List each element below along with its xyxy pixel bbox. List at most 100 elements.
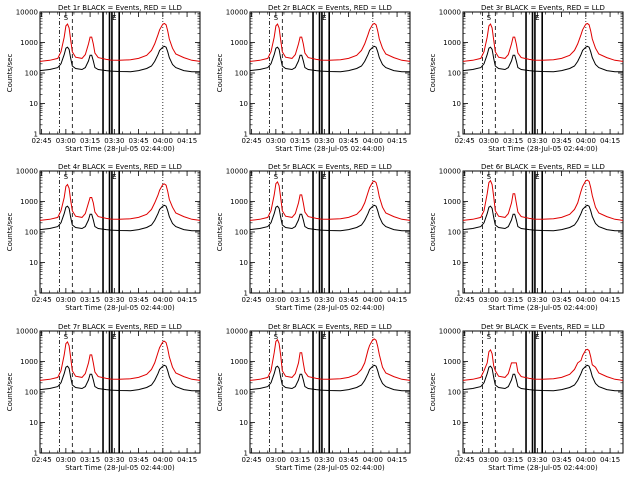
x-tick-label: 02:45 <box>32 137 52 145</box>
y-tick-label: 10000 <box>439 328 461 336</box>
saa-start-marker: S <box>64 333 69 341</box>
x-tick-label: 03:00 <box>56 456 76 464</box>
x-tick-label: 03:45 <box>338 296 358 304</box>
x-tick-label: 03:45 <box>128 456 148 464</box>
x-tick-label: 04:15 <box>387 137 407 145</box>
y-tick-label: 1000 <box>20 39 38 47</box>
y-axis-label: Counts/sec <box>429 213 437 252</box>
x-tick-label: 03:45 <box>338 137 358 145</box>
y-tick-label: 100 <box>235 229 248 237</box>
panel-title: Det 2r BLACK = Events, RED = LLD <box>268 4 392 12</box>
x-tick-label: 02:45 <box>455 456 475 464</box>
x-axis-label: Start Time (28-Jul-05 02:44:00) <box>275 304 385 312</box>
y-tick-label: 1 <box>244 450 248 458</box>
y-tick-label: 1 <box>34 290 38 298</box>
x-axis-label: Start Time (28-Jul-05 02:44:00) <box>488 304 598 312</box>
x-tick-label: 02:45 <box>32 456 52 464</box>
x-tick-label: 04:15 <box>600 137 620 145</box>
y-tick-label: 10000 <box>226 9 248 17</box>
lld-series-line <box>249 338 411 381</box>
y-axis-label: Counts/sec <box>216 213 224 252</box>
x-tick-label: 04:00 <box>153 296 173 304</box>
panel-title: Det 3r BLACK = Events, RED = LLD <box>481 4 605 12</box>
y-axis-label: Counts/sec <box>216 54 224 93</box>
panel-title: Det 1r BLACK = Events, RED = LLD <box>58 4 182 12</box>
y-tick-label: 1000 <box>443 39 461 47</box>
x-tick-label: 02:45 <box>242 296 262 304</box>
x-tick-label: 04:00 <box>363 296 383 304</box>
x-axis-label: Start Time (28-Jul-05 02:44:00) <box>488 464 598 472</box>
y-tick-label: 100 <box>235 389 248 397</box>
x-tick-label: 03:45 <box>128 296 148 304</box>
x-axis-label: Start Time (28-Jul-05 02:44:00) <box>488 145 598 153</box>
saa-start-marker: S <box>487 173 492 181</box>
y-tick-label: 1000 <box>20 198 38 206</box>
x-tick-label: 03:00 <box>266 296 286 304</box>
x-tick-label: 04:00 <box>363 137 383 145</box>
lld-series-line <box>39 22 201 62</box>
y-tick-label: 1000 <box>230 39 248 47</box>
y-tick-label: 10000 <box>226 168 248 176</box>
x-tick-label: 04:00 <box>576 137 596 145</box>
y-tick-label: 10 <box>239 259 248 267</box>
x-tick-label: 03:30 <box>527 456 547 464</box>
y-tick-label: 100 <box>25 389 38 397</box>
x-tick-label: 03:15 <box>503 137 523 145</box>
panel-title: Det 8r BLACK = Events, RED = LLD <box>268 323 392 331</box>
panel-5: Det 5r BLACK = Events, RED = LLD 1 10 100 10… <box>216 163 411 312</box>
x-tick-label: 04:00 <box>153 137 173 145</box>
x-tick-label: 03:30 <box>314 137 334 145</box>
panel-title: Det 5r BLACK = Events, RED = LLD <box>268 163 392 171</box>
y-tick-label: 10 <box>29 100 38 108</box>
events-series-line <box>462 204 623 232</box>
plot-frame <box>249 11 411 135</box>
x-tick-label: 04:00 <box>576 296 596 304</box>
x-tick-label: 02:45 <box>455 137 475 145</box>
x-tick-label: 03:30 <box>104 456 124 464</box>
saa-end-marker: E <box>112 333 116 341</box>
x-tick-label: 03:15 <box>80 296 100 304</box>
x-tick-label: 03:30 <box>104 137 124 145</box>
y-tick-label: 1 <box>244 131 248 139</box>
plot-frame <box>249 330 411 454</box>
x-tick-label: 04:15 <box>600 296 620 304</box>
y-tick-label: 1 <box>34 131 38 139</box>
x-tick-label: 02:45 <box>32 296 52 304</box>
x-tick-label: 03:30 <box>527 137 547 145</box>
y-tick-label: 1000 <box>20 358 38 366</box>
plot-frame <box>39 11 201 135</box>
x-tick-label: 04:15 <box>177 137 197 145</box>
x-tick-label: 03:00 <box>266 456 286 464</box>
y-tick-label: 100 <box>448 229 461 237</box>
x-tick-label: 03:00 <box>56 296 76 304</box>
x-axis-label: Start Time (28-Jul-05 02:44:00) <box>65 145 175 153</box>
x-tick-label: 04:15 <box>177 456 197 464</box>
panel-9: Det 9r BLACK = Events, RED = LLD 1 10 100 10… <box>429 323 624 472</box>
y-tick-label: 100 <box>25 229 38 237</box>
lld-series-line <box>462 348 624 381</box>
x-tick-label: 03:15 <box>80 456 100 464</box>
y-tick-label: 10 <box>239 100 248 108</box>
x-tick-label: 02:45 <box>242 456 262 464</box>
plot-frame <box>249 170 411 294</box>
x-tick-label: 04:15 <box>387 296 407 304</box>
y-tick-label: 1000 <box>443 358 461 366</box>
panel-1: Det 1r BLACK = Events, RED = LLD 1 10 100 10… <box>6 4 201 153</box>
x-tick-label: 03:45 <box>551 296 571 304</box>
y-tick-label: 1 <box>457 290 461 298</box>
x-tick-label: 03:15 <box>290 456 310 464</box>
y-tick-label: 10000 <box>16 328 38 336</box>
events-series-line <box>462 45 623 73</box>
panel-title: Det 9r BLACK = Events, RED = LLD <box>481 323 605 331</box>
y-tick-label: 10 <box>452 259 461 267</box>
saa-end-marker: E <box>112 14 116 22</box>
saa-start-marker: S <box>274 333 279 341</box>
panel-6: Det 6r BLACK = Events, RED = LLD 1 10 100 10… <box>429 163 624 312</box>
events-series-line <box>249 204 410 232</box>
y-tick-label: 10 <box>452 100 461 108</box>
panel-title: Det 6r BLACK = Events, RED = LLD <box>481 163 605 171</box>
y-tick-label: 10 <box>29 259 38 267</box>
x-tick-label: 04:15 <box>600 456 620 464</box>
y-tick-label: 10000 <box>439 9 461 17</box>
